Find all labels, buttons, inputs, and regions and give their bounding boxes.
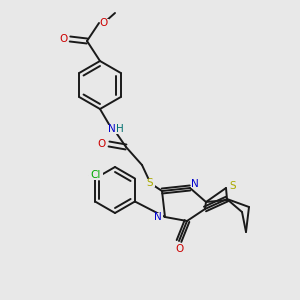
Text: N: N: [154, 212, 162, 222]
FancyBboxPatch shape: [154, 213, 163, 221]
Text: S: S: [230, 181, 236, 191]
Text: N: N: [108, 124, 116, 134]
FancyBboxPatch shape: [146, 179, 154, 187]
Text: N: N: [191, 179, 199, 189]
FancyBboxPatch shape: [100, 19, 109, 27]
Text: O: O: [98, 139, 106, 149]
Text: S: S: [147, 178, 153, 188]
Text: O: O: [59, 34, 67, 44]
FancyBboxPatch shape: [58, 35, 68, 43]
Text: O: O: [175, 244, 183, 254]
FancyBboxPatch shape: [229, 182, 238, 190]
FancyBboxPatch shape: [105, 124, 123, 134]
Text: O: O: [100, 18, 108, 28]
FancyBboxPatch shape: [98, 140, 106, 148]
FancyBboxPatch shape: [89, 171, 103, 180]
Text: H: H: [116, 124, 124, 134]
FancyBboxPatch shape: [175, 245, 184, 253]
FancyBboxPatch shape: [190, 180, 200, 188]
Text: Cl: Cl: [91, 170, 101, 181]
